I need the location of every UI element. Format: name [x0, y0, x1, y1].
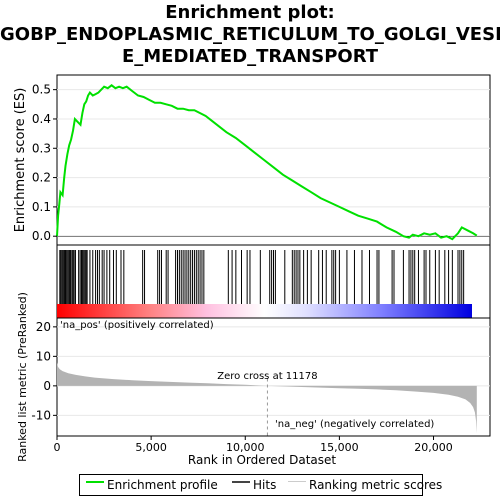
title-line-1: Enrichment plot: — [165, 2, 335, 23]
x-tick-label: 5,000 — [135, 441, 167, 454]
zero-cross-label: Zero cross at 11178 — [217, 371, 317, 382]
metric-y-ticks: -10 0 10 20 — [31, 320, 57, 422]
metric-y-axis-label: Ranked list metric (PreRanked) — [16, 292, 29, 462]
x-tick-label: 15,000 — [320, 441, 359, 454]
legend-label-metric: Ranking metric scores — [309, 478, 443, 492]
title-line-2: GOBP_ENDOPLASMIC_RETICULUM_TO_GOLGI_VESI… — [0, 24, 500, 45]
rank-color-bar — [57, 304, 472, 318]
es-tick-label: 0.3 — [32, 141, 51, 155]
hit-marks — [59, 250, 465, 304]
es-y-axis-label: Enrichment score (ES) — [13, 88, 28, 233]
es-panel-frame — [56, 74, 491, 246]
positive-correlation-label: 'na_pos' (positively correlated) — [60, 320, 214, 331]
metric-tick-label: 0 — [43, 379, 51, 393]
legend-label-hits: Hits — [253, 478, 277, 492]
x-tick-label: 0 — [54, 441, 61, 454]
negative-correlation-label: 'na_neg' (negatively correlated) — [275, 419, 434, 430]
metric-tick-label: -10 — [31, 408, 51, 422]
es-tick-label: 0.5 — [32, 83, 51, 97]
es-tick-label: 0.1 — [32, 200, 51, 214]
legend-label-enrichment: Enrichment profile — [107, 478, 218, 492]
es-tick-label: 0.0 — [32, 229, 51, 243]
metric-tick-label: 20 — [36, 320, 51, 334]
es-tick-label: 0.4 — [32, 112, 51, 126]
chart-title: Enrichment plot: GOBP_ENDOPLASMIC_RETICU… — [0, 2, 500, 68]
x-ticks: 0 5,000 10,000 15,000 20,000 — [54, 436, 453, 454]
es-tick-label: 0.2 — [32, 171, 51, 185]
es-y-ticks: 0.0 0.1 0.2 0.3 0.4 0.5 — [32, 83, 57, 243]
legend-swatch-metric — [288, 481, 306, 482]
legend-swatch-enrichment — [86, 481, 104, 483]
legend-swatch-hits — [232, 481, 250, 483]
metric-tick-label: 10 — [36, 349, 51, 363]
es-profile-line — [56, 84, 478, 241]
x-tick-label: 10,000 — [226, 441, 265, 454]
title-line-3: E_MEDIATED_TRANSPORT — [121, 46, 379, 67]
x-axis-label: Rank in Ordered Dataset — [188, 453, 336, 467]
legend: Enrichment profile Hits Ranking metric s… — [79, 474, 442, 496]
x-tick-label: 20,000 — [414, 441, 453, 454]
